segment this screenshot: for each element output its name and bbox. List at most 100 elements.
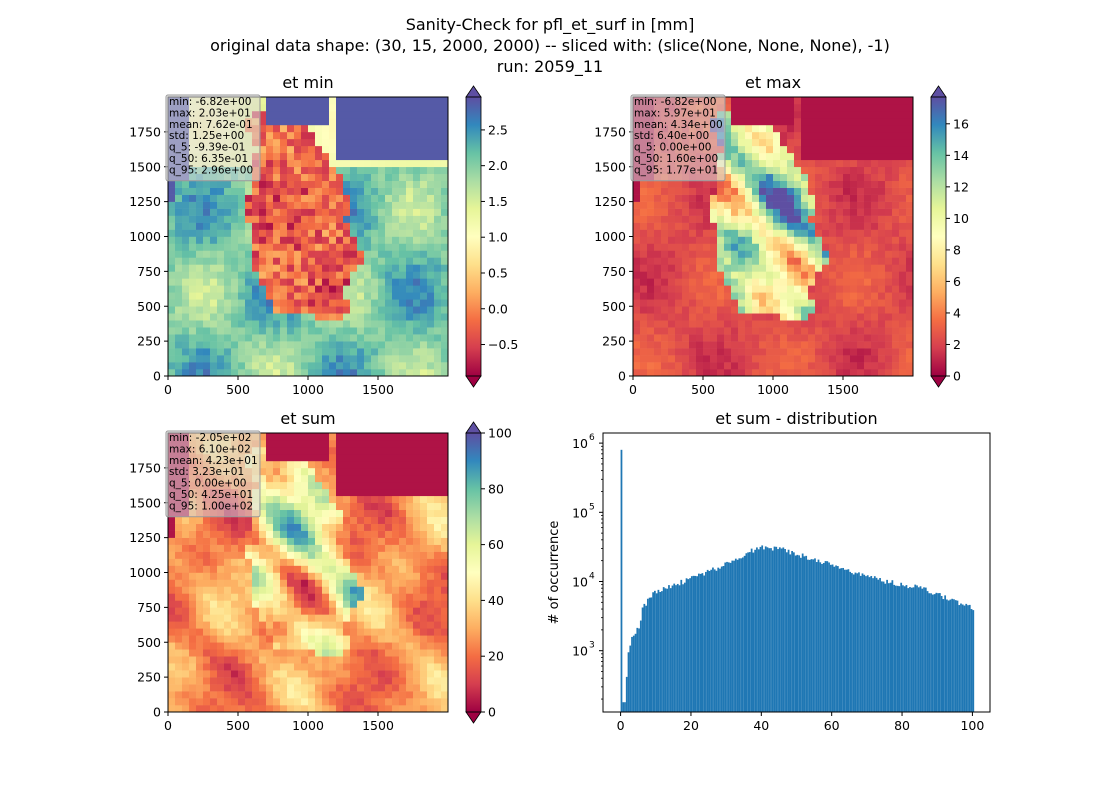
heatmap-cell <box>238 705 246 713</box>
heatmap-cell <box>238 278 246 286</box>
heatmap-cell <box>301 488 309 497</box>
heatmap-cell <box>434 208 442 216</box>
heatmap-cell <box>871 306 879 314</box>
heatmap-cell <box>266 124 274 133</box>
heatmap-cell <box>427 530 435 538</box>
heatmap-cell <box>717 313 725 321</box>
heatmap-cell <box>301 348 309 356</box>
heatmap-cell <box>427 110 435 119</box>
heatmap-cell <box>864 138 872 147</box>
heatmap-cell <box>245 313 253 321</box>
heatmap-cell <box>724 355 732 363</box>
heatmap-cell <box>245 530 253 538</box>
heatmap-cell <box>724 264 732 272</box>
heatmap-cell <box>189 348 197 356</box>
heatmap-cell <box>378 516 386 524</box>
heatmap-cell <box>357 516 365 524</box>
heatmap-cell <box>710 236 718 244</box>
heatmap-cell <box>385 292 393 300</box>
heatmap-cell <box>392 201 400 209</box>
heatmap-cell <box>752 152 760 161</box>
heatmap-cell <box>752 103 760 112</box>
heatmap-cell <box>343 621 351 629</box>
heatmap-cell <box>654 278 662 286</box>
heatmap-cell <box>766 215 774 223</box>
heatmap-cell <box>238 691 246 699</box>
heatmap-cell <box>224 705 232 713</box>
heatmap-cell <box>392 572 400 580</box>
heatmap-cell <box>766 173 774 181</box>
heatmap-cell <box>724 166 732 175</box>
heatmap-cell <box>168 285 176 293</box>
heatmap-cell <box>364 523 372 531</box>
y-tick-label: 1250 <box>129 530 161 545</box>
heatmap-cell <box>434 348 442 356</box>
heatmap-cell <box>413 152 421 161</box>
heatmap-cell <box>773 327 781 335</box>
heatmap-cell <box>427 236 435 244</box>
heatmap-cell <box>336 488 344 497</box>
heatmap-cell <box>815 313 823 321</box>
heatmap-cell <box>315 355 323 363</box>
heatmap-cell <box>808 173 816 181</box>
heatmap-cell <box>231 649 239 657</box>
heatmap-cell <box>294 285 302 293</box>
heatmap-cell <box>392 642 400 650</box>
heatmap-cell <box>224 320 232 328</box>
heatmap-cell <box>780 369 788 377</box>
heatmap-cell <box>266 173 274 181</box>
heatmap-cell <box>210 537 218 545</box>
heatmap-cell <box>217 600 225 608</box>
heatmap-cell <box>668 180 676 188</box>
heatmap-cell <box>259 103 267 112</box>
heatmap-cell <box>843 194 851 202</box>
heatmap-cell <box>773 222 781 230</box>
heatmap-cell <box>808 264 816 272</box>
heatmap-cell <box>175 635 183 643</box>
heatmap-cell <box>731 278 739 286</box>
heatmap-cell <box>266 97 274 105</box>
heatmap-cell <box>315 481 323 490</box>
heatmap-cell <box>189 341 197 349</box>
heatmap-cell <box>196 264 204 272</box>
heatmap-cell <box>654 250 662 258</box>
heatmap-cell <box>780 222 788 230</box>
heatmap-cell <box>238 516 246 524</box>
heatmap-cell <box>857 117 865 126</box>
heatmap-cell <box>336 565 344 573</box>
heatmap-cell <box>434 467 442 476</box>
heatmap-cell <box>794 243 802 251</box>
heatmap-cell <box>829 306 837 314</box>
heatmap-cell <box>301 663 309 671</box>
heatmap-cell <box>647 271 655 279</box>
heatmap-cell <box>350 565 358 573</box>
heatmap-cell <box>329 166 337 175</box>
heatmap-cell <box>378 208 386 216</box>
heatmap-cell <box>378 159 386 168</box>
heatmap-cell <box>647 208 655 216</box>
heatmap-cell <box>808 299 816 307</box>
heatmap-cell <box>315 523 323 531</box>
heatmap-cell <box>252 299 260 307</box>
heatmap-cell <box>899 306 907 314</box>
heatmap-cell <box>231 530 239 538</box>
heatmap-cell <box>399 222 407 230</box>
heatmap-cell <box>392 124 400 133</box>
heatmap-cell <box>196 600 204 608</box>
heatmap-cell <box>329 593 337 601</box>
heatmap-cell <box>336 663 344 671</box>
heatmap-cell <box>182 705 190 713</box>
heatmap-cell <box>441 215 449 223</box>
heatmap-cell <box>301 103 309 112</box>
heatmap-cell <box>189 705 197 713</box>
heatmap-cell <box>336 621 344 629</box>
heatmap-cell <box>399 152 407 161</box>
heatmap-cell <box>231 285 239 293</box>
heatmap-cell <box>308 159 316 168</box>
heatmap-cell <box>885 320 893 328</box>
heatmap-cell <box>364 362 372 370</box>
heatmap-cell <box>696 215 704 223</box>
heatmap-cell <box>871 341 879 349</box>
heatmap-cell <box>406 215 414 223</box>
heatmap-cell <box>661 313 669 321</box>
